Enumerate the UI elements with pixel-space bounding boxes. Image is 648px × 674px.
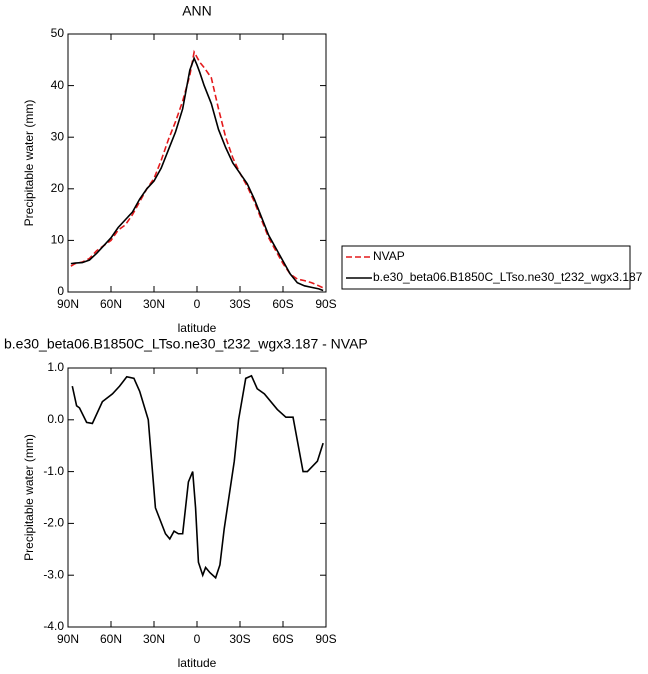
x-tick-label: 30N — [143, 632, 165, 646]
y-tick-label: 10 — [51, 233, 65, 247]
x-tick-label: 0 — [194, 297, 201, 311]
data-line — [71, 374, 324, 580]
y-axis-label: Precipitable water (mm) — [22, 434, 36, 561]
chart-title: ANN — [182, 3, 212, 19]
plot-frame — [67, 367, 327, 628]
x-tick-label: 60S — [272, 297, 293, 311]
legend-label: b.e30_beta06.B1850C_LTso.ne30_t232_wgx3.… — [373, 270, 643, 284]
x-tick-label: 30S — [229, 297, 250, 311]
x-tick-label: 60N — [100, 632, 122, 646]
x-tick-label: 90N — [57, 632, 79, 646]
x-tick-label: 60N — [100, 297, 122, 311]
y-tick-label: -2.0 — [43, 516, 64, 530]
data-line — [70, 49, 324, 289]
x-tick-label: 90S — [315, 297, 336, 311]
x-axis-label: latitude — [178, 656, 217, 670]
x-tick-label: 60S — [272, 632, 293, 646]
plot-frame — [67, 33, 327, 293]
x-tick-label: 90N — [57, 297, 79, 311]
y-tick-label: 0.0 — [47, 412, 64, 426]
x-tick-label: 90S — [315, 632, 336, 646]
legend-label: NVAP — [373, 249, 405, 263]
y-tick-label: 1.0 — [47, 360, 64, 374]
x-tick-label: 0 — [194, 632, 201, 646]
y-tick-label: -3.0 — [43, 567, 64, 581]
y-tick-label: -1.0 — [43, 464, 64, 478]
y-tick-label: 50 — [51, 26, 65, 40]
y-tick-label: 20 — [51, 181, 65, 195]
legend-box — [341, 245, 631, 290]
y-tick-label: 30 — [51, 129, 65, 143]
y-tick-label: 0 — [57, 284, 64, 298]
x-axis-label: latitude — [178, 321, 217, 335]
x-tick-label: 30S — [229, 632, 250, 646]
chart-title: b.e30_beta06.B1850C_LTso.ne30_t232_wgx3.… — [4, 336, 368, 352]
y-tick-label: 40 — [51, 78, 65, 92]
y-tick-label: -4.0 — [43, 619, 64, 633]
y-axis-label: Precipitable water (mm) — [22, 100, 36, 227]
x-tick-label: 30N — [143, 297, 165, 311]
data-line — [70, 56, 324, 292]
